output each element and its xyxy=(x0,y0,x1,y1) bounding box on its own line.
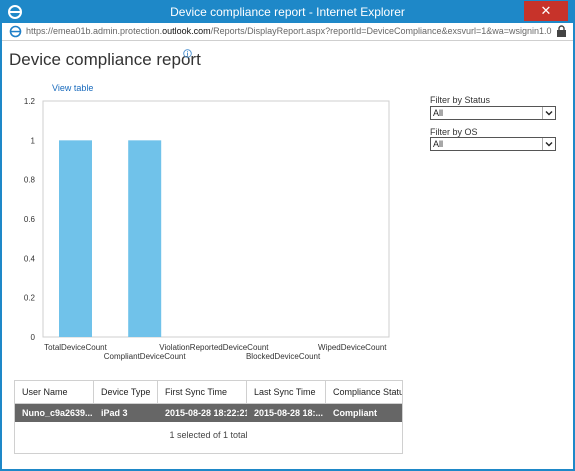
x-tick-label: CompliantDeviceCount xyxy=(104,352,187,361)
page-title: Device compliance report xyxy=(9,50,201,69)
y-tick-label: 0.8 xyxy=(24,176,36,185)
chevron-down-icon xyxy=(542,138,553,150)
table-row[interactable]: Nuno_c9a2639... iPad 3 2015-08-28 18:22:… xyxy=(15,404,402,422)
close-button[interactable]: ✕ xyxy=(524,1,568,21)
table-footer: 1 selected of 1 total xyxy=(169,430,248,440)
cell-device-type: iPad 3 xyxy=(101,408,128,418)
filter-os-select[interactable]: All xyxy=(430,137,556,151)
filter-status-select[interactable]: All xyxy=(430,106,556,120)
y-tick-label: 0.2 xyxy=(24,294,36,303)
column-header[interactable]: User Name xyxy=(15,381,94,403)
view-table-link[interactable]: View table xyxy=(52,83,94,93)
bar xyxy=(59,140,92,337)
filter-os-label: Filter by OS xyxy=(430,127,478,137)
x-tick-label: BlockedDeviceCount xyxy=(246,352,321,361)
filter-os-value: All xyxy=(433,139,444,149)
cell-first-sync: 2015-08-28 18:22:21 xyxy=(165,408,247,418)
report-content: Device compliance report View table 0 0.2… xyxy=(2,41,573,469)
chevron-down-icon xyxy=(542,107,553,119)
url-prefix: https://emea01b.admin.protection. xyxy=(26,26,163,36)
column-header[interactable]: Device Type xyxy=(94,381,158,403)
y-tick-label: 1 xyxy=(31,136,36,145)
column-header[interactable]: First Sync Time xyxy=(158,381,247,403)
compliance-bar-chart: 0 0.2 0.4 0.6 0.8 1 1.2 TotalDeviceCountComplia… xyxy=(24,97,390,361)
x-tick-label: WipedDeviceCount xyxy=(318,343,387,352)
x-tick-label: ViolationReportedDeviceCount xyxy=(159,343,269,352)
address-bar[interactable]: https://emea01b.admin.protection.outlook… xyxy=(2,23,573,41)
info-icon[interactable] xyxy=(183,49,192,58)
y-tick-label: 0 xyxy=(31,333,36,342)
cell-last-sync: 2015-08-28 18:... xyxy=(254,408,324,418)
internet-explorer-icon xyxy=(8,5,22,19)
filter-status-value: All xyxy=(433,108,444,118)
column-header[interactable]: Compliance Status xyxy=(333,387,402,397)
table-header: User Name Device Type First Sync Time La… xyxy=(15,381,402,404)
y-tick-label: 1.2 xyxy=(24,97,36,106)
cell-compliance-status: Compliant xyxy=(333,408,377,418)
url-host: outlook.com xyxy=(162,26,211,36)
title-bar: Device compliance report - Internet Expl… xyxy=(1,1,574,23)
y-tick-label: 0.4 xyxy=(24,254,36,263)
y-tick-label: 0.6 xyxy=(24,215,36,224)
internet-explorer-icon xyxy=(9,25,22,38)
cell-user-name: Nuno_c9a2639... xyxy=(22,408,93,418)
x-tick-label: TotalDeviceCount xyxy=(44,343,107,352)
column-header[interactable]: Last Sync Time xyxy=(247,381,326,403)
address-url[interactable]: https://emea01b.admin.protection.outlook… xyxy=(26,26,552,36)
window-title: Device compliance report - Internet Expl… xyxy=(170,5,405,19)
bar xyxy=(128,140,162,337)
device-table: User Name Device Type First Sync Time La… xyxy=(14,380,403,454)
filter-status-label: Filter by Status xyxy=(430,95,491,105)
lock-icon[interactable] xyxy=(556,25,567,38)
plot-area-border xyxy=(42,100,390,338)
url-suffix: /Reports/DisplayReport.aspx?reportId=Dev… xyxy=(210,26,552,36)
